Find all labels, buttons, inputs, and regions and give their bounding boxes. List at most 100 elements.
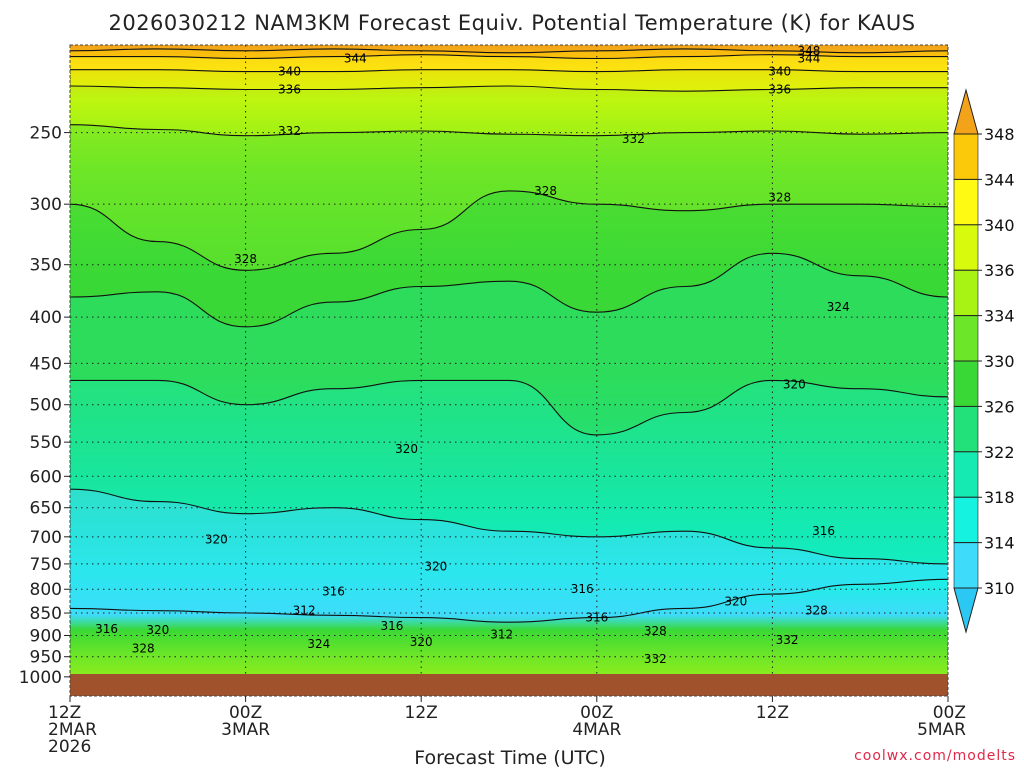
x-tick-label-0-1: 2MAR [48,720,97,740]
y-tick-label-400: 400 [30,308,62,328]
colorbar-segment-7 [953,451,979,498]
contour-label-324: 324 [827,300,850,314]
theta-e-band-324 [70,190,948,327]
contour-340 [70,69,948,73]
x-axis-title: Forecast Time (UTC) [414,747,605,768]
colorbar-segment-3 [953,269,979,316]
y-tick-label-750: 750 [30,555,62,575]
contour-label-320: 320 [395,442,418,456]
y-tick-label-550: 550 [30,433,62,453]
colorbar-segment-1 [953,179,979,226]
y-tick-label-850: 850 [30,604,62,624]
contour-label-328: 328 [805,604,828,618]
y-tick-label-900: 900 [30,626,62,646]
contour-lines [70,48,948,623]
theta-e-band-344 [70,48,948,59]
y-tick-label-500: 500 [30,396,62,416]
contour-320 [70,379,948,436]
x-tick-label-12-1: 3MAR [221,720,270,740]
y-tick-label-1000: 1000 [19,668,62,688]
colorbar-segment-5 [953,360,979,407]
contour-label-316: 316 [380,619,403,633]
colorbar-segment-6 [953,406,979,453]
theta-e-band-332 [70,86,948,136]
contour-336 [70,85,948,92]
contour-label-340: 340 [768,65,791,79]
contour-label-316: 316 [95,622,118,636]
x-tick-label-0-2: 2026 [48,737,91,757]
contour-label-328: 328 [234,252,257,266]
colorbar-label-348: 348 [984,125,1015,144]
contour-label-316: 316 [322,585,345,599]
contour-label-328: 328 [132,641,155,655]
plot-frame [69,44,949,697]
contour-label-324: 324 [307,637,330,651]
colorbar-segment-4 [953,315,979,362]
colorbar-segment-0 [953,133,979,180]
colorbar-label-340: 340 [984,216,1015,235]
colorbar-label-322: 322 [984,443,1015,462]
colorbar-segment-2 [953,224,979,271]
theta-e-band-312 [70,489,948,623]
theta-e-band-328 [70,124,948,271]
contour-label-316: 316 [812,524,835,538]
contour-label-344: 344 [798,52,821,66]
colorbar-label-330: 330 [984,352,1015,371]
colorbar-label-310: 310 [984,579,1015,598]
contour-label-320: 320 [424,560,447,574]
contour-label-340: 340 [278,65,301,79]
colorbar-top-arrow [953,88,979,135]
contour-label-316: 316 [571,582,594,596]
contour-label-316: 316 [585,611,608,625]
contour-label-320: 320 [783,378,806,392]
y-tick-label-950: 950 [30,648,62,668]
contour-label-328: 328 [768,191,791,205]
contour-label-332: 332 [278,124,301,138]
colorbar-label-314: 314 [984,534,1015,553]
contour-label-336: 336 [768,82,791,96]
contour-label-336: 336 [278,82,301,96]
contour-label-328: 328 [644,624,667,638]
contour-324 [70,252,948,328]
theta-e-band-320 [70,253,948,435]
chart-title: 2026030212 NAM3KM Forecast Equiv. Potent… [108,11,915,35]
y-tick-label-700: 700 [30,528,62,548]
colorbar-segment-9 [953,542,979,589]
colorbar-segment-8 [953,496,979,543]
x-tick-label-48-0: 12Z [756,703,789,723]
colorbar-label-326: 326 [984,397,1015,416]
x-tick-label-12-0: 00Z [229,703,262,723]
x-tick-label-24-0: 12Z [405,703,438,723]
surface-ground [70,674,948,696]
y-axis-pressure: 2503003504004505005506006507007508008509… [19,124,70,688]
colorbar-label-344: 344 [984,170,1015,189]
y-tick-label-350: 350 [30,256,62,276]
credit-text: coolwx.com/modelts [854,748,1016,764]
contour-label-344: 344 [344,52,367,66]
contour-label-332: 332 [644,652,667,666]
contour-label-320: 320 [205,533,228,547]
y-tick-label-650: 650 [30,499,62,519]
contour-348 [70,48,948,54]
contour-312 [70,578,948,623]
contour-label-348: 348 [798,44,821,58]
contour-344 [70,54,948,60]
contour-label-332: 332 [776,633,799,647]
contour-label-312: 312 [293,604,316,618]
colorbar-label-318: 318 [984,488,1015,507]
x-tick-label-36-1: 4MAR [572,720,621,740]
contour-label-312: 312 [490,628,513,642]
y-tick-label-450: 450 [30,354,62,374]
contour-label-328: 328 [534,184,557,198]
theta-e-band-336 [70,69,948,92]
theta-e-bands [70,48,948,623]
contour-332 [70,124,948,137]
y-tick-label-250: 250 [30,124,62,144]
x-tick-label-60-1: 5MAR [917,720,966,740]
contour-label-320: 320 [724,594,747,608]
x-tick-label-0-0: 12Z [48,703,81,723]
